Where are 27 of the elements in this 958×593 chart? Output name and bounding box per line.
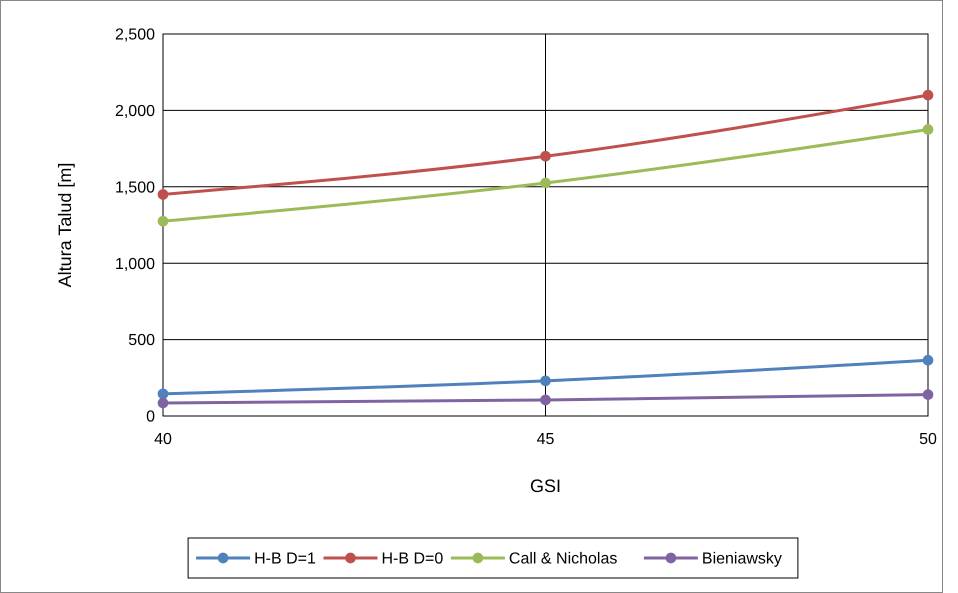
point bbox=[922, 124, 934, 135]
point bbox=[922, 389, 934, 400]
legend-label: H-B D=1 bbox=[254, 550, 316, 568]
point bbox=[540, 178, 551, 188]
point bbox=[922, 90, 934, 100]
y-tick-label: 500 bbox=[128, 332, 156, 350]
x-tick-label: 40 bbox=[154, 431, 172, 448]
point bbox=[158, 189, 168, 200]
point bbox=[540, 394, 551, 406]
y-tick-label: 2,000 bbox=[114, 103, 156, 120]
point bbox=[158, 388, 168, 400]
point bbox=[540, 150, 551, 162]
point bbox=[922, 354, 934, 366]
y-tick-label: 1,000 bbox=[114, 256, 156, 273]
point bbox=[540, 376, 551, 386]
y-tick-label: 0 bbox=[146, 408, 156, 426]
legend-label: H-B D=0 bbox=[382, 550, 444, 568]
y-axis-title: Altura Talud [m] bbox=[55, 162, 75, 288]
x-axis-title: GSI bbox=[530, 476, 562, 496]
x-tick-label: 45 bbox=[536, 431, 554, 448]
y-tick-label: 2,500 bbox=[114, 26, 156, 44]
point bbox=[158, 216, 168, 227]
x-tick-label: 50 bbox=[919, 431, 937, 448]
y-tick-label: 1,500 bbox=[114, 179, 156, 196]
point bbox=[158, 398, 168, 408]
legend-label: Bieniawsky bbox=[702, 550, 782, 568]
legend-label: Call & Nicholas bbox=[508, 550, 618, 568]
